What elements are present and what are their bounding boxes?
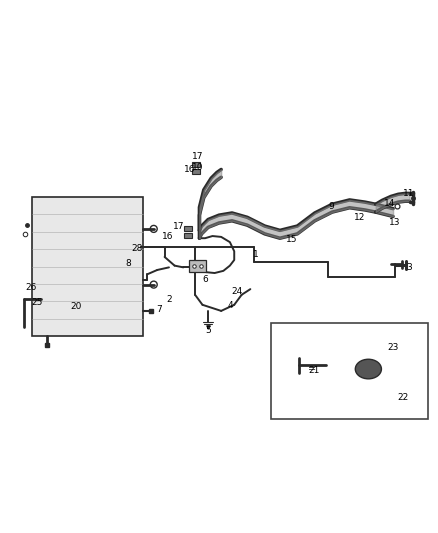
Bar — [184, 232, 191, 238]
Text: 14: 14 — [384, 199, 395, 208]
Text: 16: 16 — [184, 165, 195, 174]
Text: 20: 20 — [71, 302, 82, 311]
Text: 2: 2 — [166, 295, 172, 304]
Text: 1: 1 — [253, 251, 259, 259]
Text: 7: 7 — [156, 305, 162, 313]
Text: 6: 6 — [202, 275, 208, 284]
Text: 17: 17 — [173, 222, 185, 231]
Bar — [271, 323, 428, 419]
Text: 26: 26 — [25, 283, 37, 292]
Bar — [192, 169, 200, 174]
Text: =: = — [308, 364, 316, 374]
Text: 22: 22 — [397, 393, 409, 402]
Text: 4: 4 — [227, 301, 233, 310]
Text: 25: 25 — [32, 298, 43, 306]
Ellipse shape — [355, 359, 381, 379]
Bar — [184, 225, 191, 231]
Text: 5: 5 — [206, 326, 212, 335]
Text: 17: 17 — [192, 152, 204, 161]
Text: 15: 15 — [286, 235, 298, 244]
Text: 3: 3 — [407, 263, 413, 272]
Text: 12: 12 — [353, 213, 365, 222]
Bar — [189, 261, 206, 272]
Text: 9: 9 — [328, 202, 334, 211]
Text: 13: 13 — [389, 217, 401, 227]
Text: 23: 23 — [388, 343, 399, 352]
Text: 28: 28 — [131, 244, 143, 253]
Bar — [32, 197, 143, 336]
Text: 24: 24 — [232, 287, 243, 296]
Bar — [192, 162, 200, 167]
Text: 11: 11 — [403, 189, 414, 198]
Text: 16: 16 — [162, 232, 173, 241]
Text: 10: 10 — [192, 163, 204, 172]
Text: 21: 21 — [308, 366, 320, 375]
Text: 8: 8 — [126, 259, 131, 268]
